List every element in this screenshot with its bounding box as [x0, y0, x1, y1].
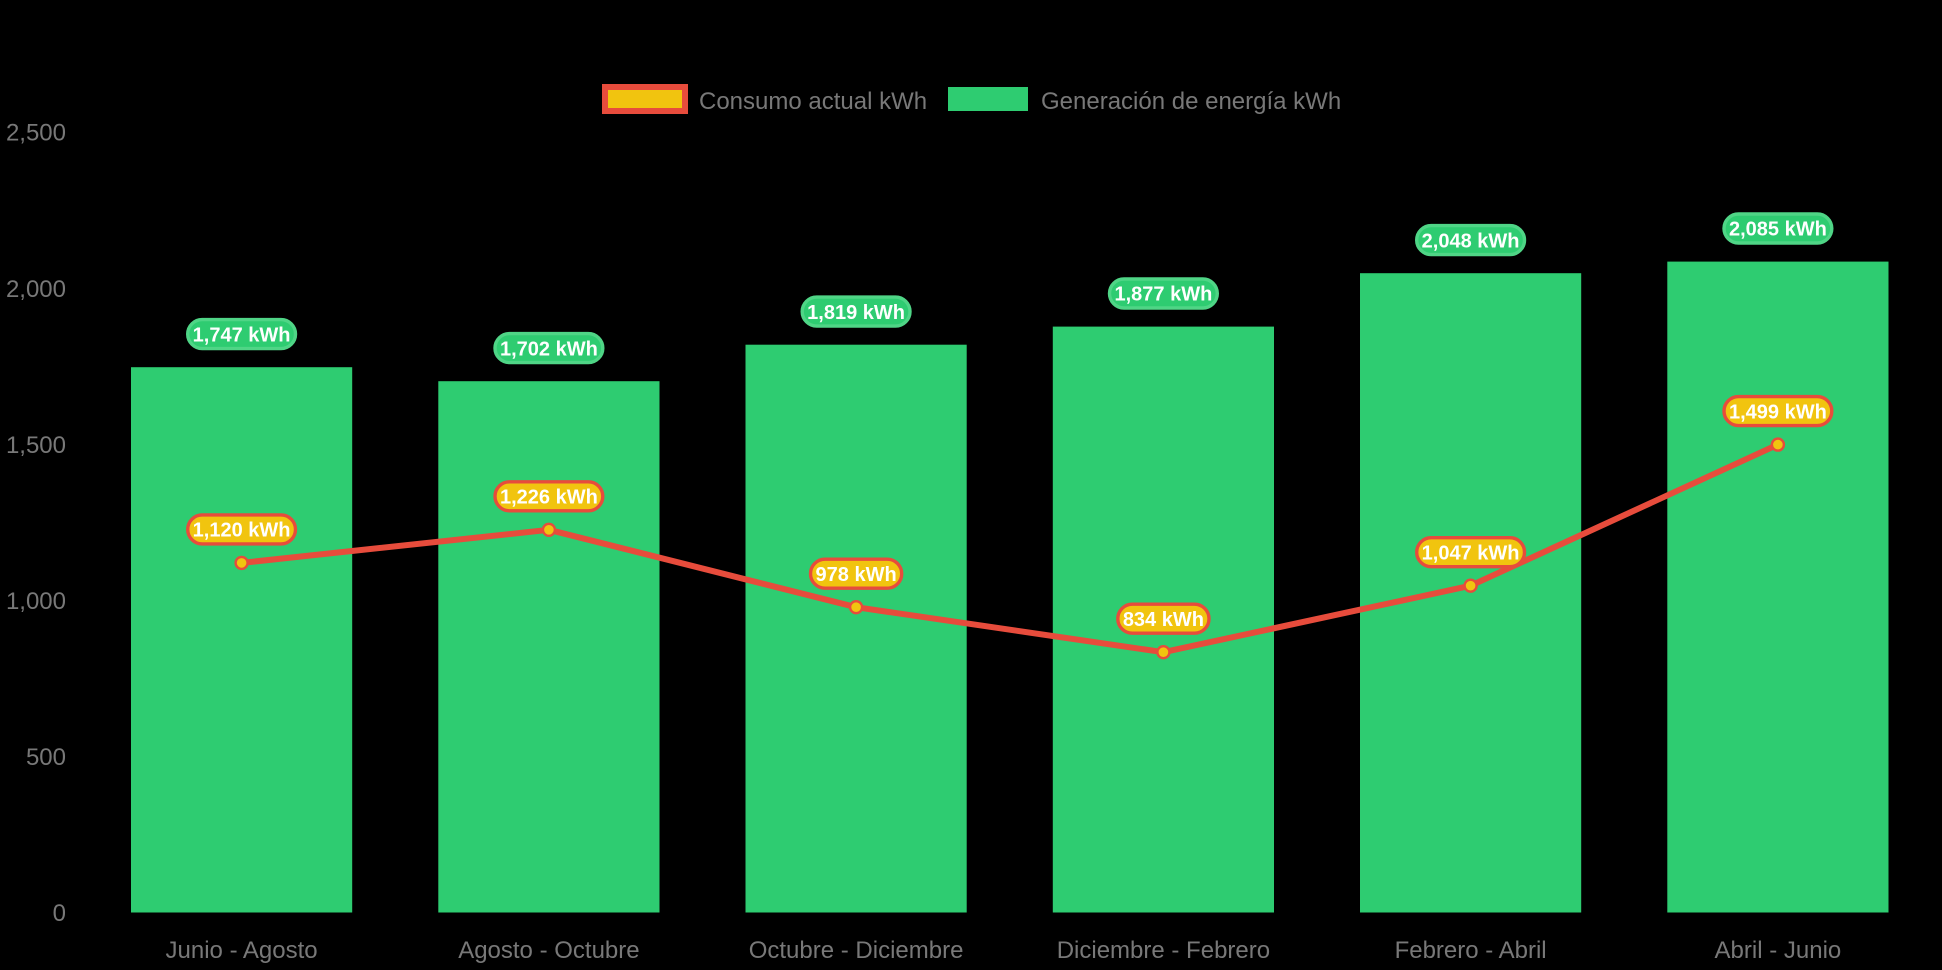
svg-text:1,819 kWh: 1,819 kWh — [807, 302, 905, 324]
svg-text:0: 0 — [53, 900, 66, 927]
svg-text:1,702 kWh: 1,702 kWh — [500, 338, 598, 360]
svg-text:1,500: 1,500 — [6, 432, 66, 459]
svg-text:Agosto - Octubre: Agosto - Octubre — [458, 937, 639, 964]
svg-text:1,877 kWh: 1,877 kWh — [1114, 284, 1212, 306]
svg-text:1,047 kWh: 1,047 kWh — [1422, 542, 1520, 564]
svg-text:1,747 kWh: 1,747 kWh — [193, 324, 291, 346]
svg-text:2,500: 2,500 — [6, 120, 66, 147]
svg-text:1,226 kWh: 1,226 kWh — [500, 487, 598, 509]
svg-text:Febrero - Abril: Febrero - Abril — [1395, 937, 1547, 964]
svg-text:834 kWh: 834 kWh — [1123, 609, 1204, 631]
svg-text:2,048 kWh: 2,048 kWh — [1422, 230, 1520, 252]
svg-text:500: 500 — [26, 744, 66, 771]
svg-text:Octubre - Diciembre: Octubre - Diciembre — [749, 937, 964, 964]
svg-text:978 kWh: 978 kWh — [816, 564, 897, 586]
svg-text:Diciembre - Febrero: Diciembre - Febrero — [1057, 937, 1270, 964]
svg-text:Abril - Junio: Abril - Junio — [1715, 937, 1842, 964]
svg-text:Consumo actual kWh: Consumo actual kWh — [699, 88, 927, 115]
svg-text:Junio - Agosto: Junio - Agosto — [166, 937, 318, 964]
svg-text:Generación de energía kWh: Generación de energía kWh — [1041, 88, 1341, 115]
svg-text:1,499 kWh: 1,499 kWh — [1729, 401, 1827, 423]
svg-text:2,085 kWh: 2,085 kWh — [1729, 219, 1827, 241]
svg-text:1,120 kWh: 1,120 kWh — [193, 520, 291, 542]
svg-text:2,000: 2,000 — [6, 276, 66, 303]
svg-text:1,000: 1,000 — [6, 588, 66, 615]
